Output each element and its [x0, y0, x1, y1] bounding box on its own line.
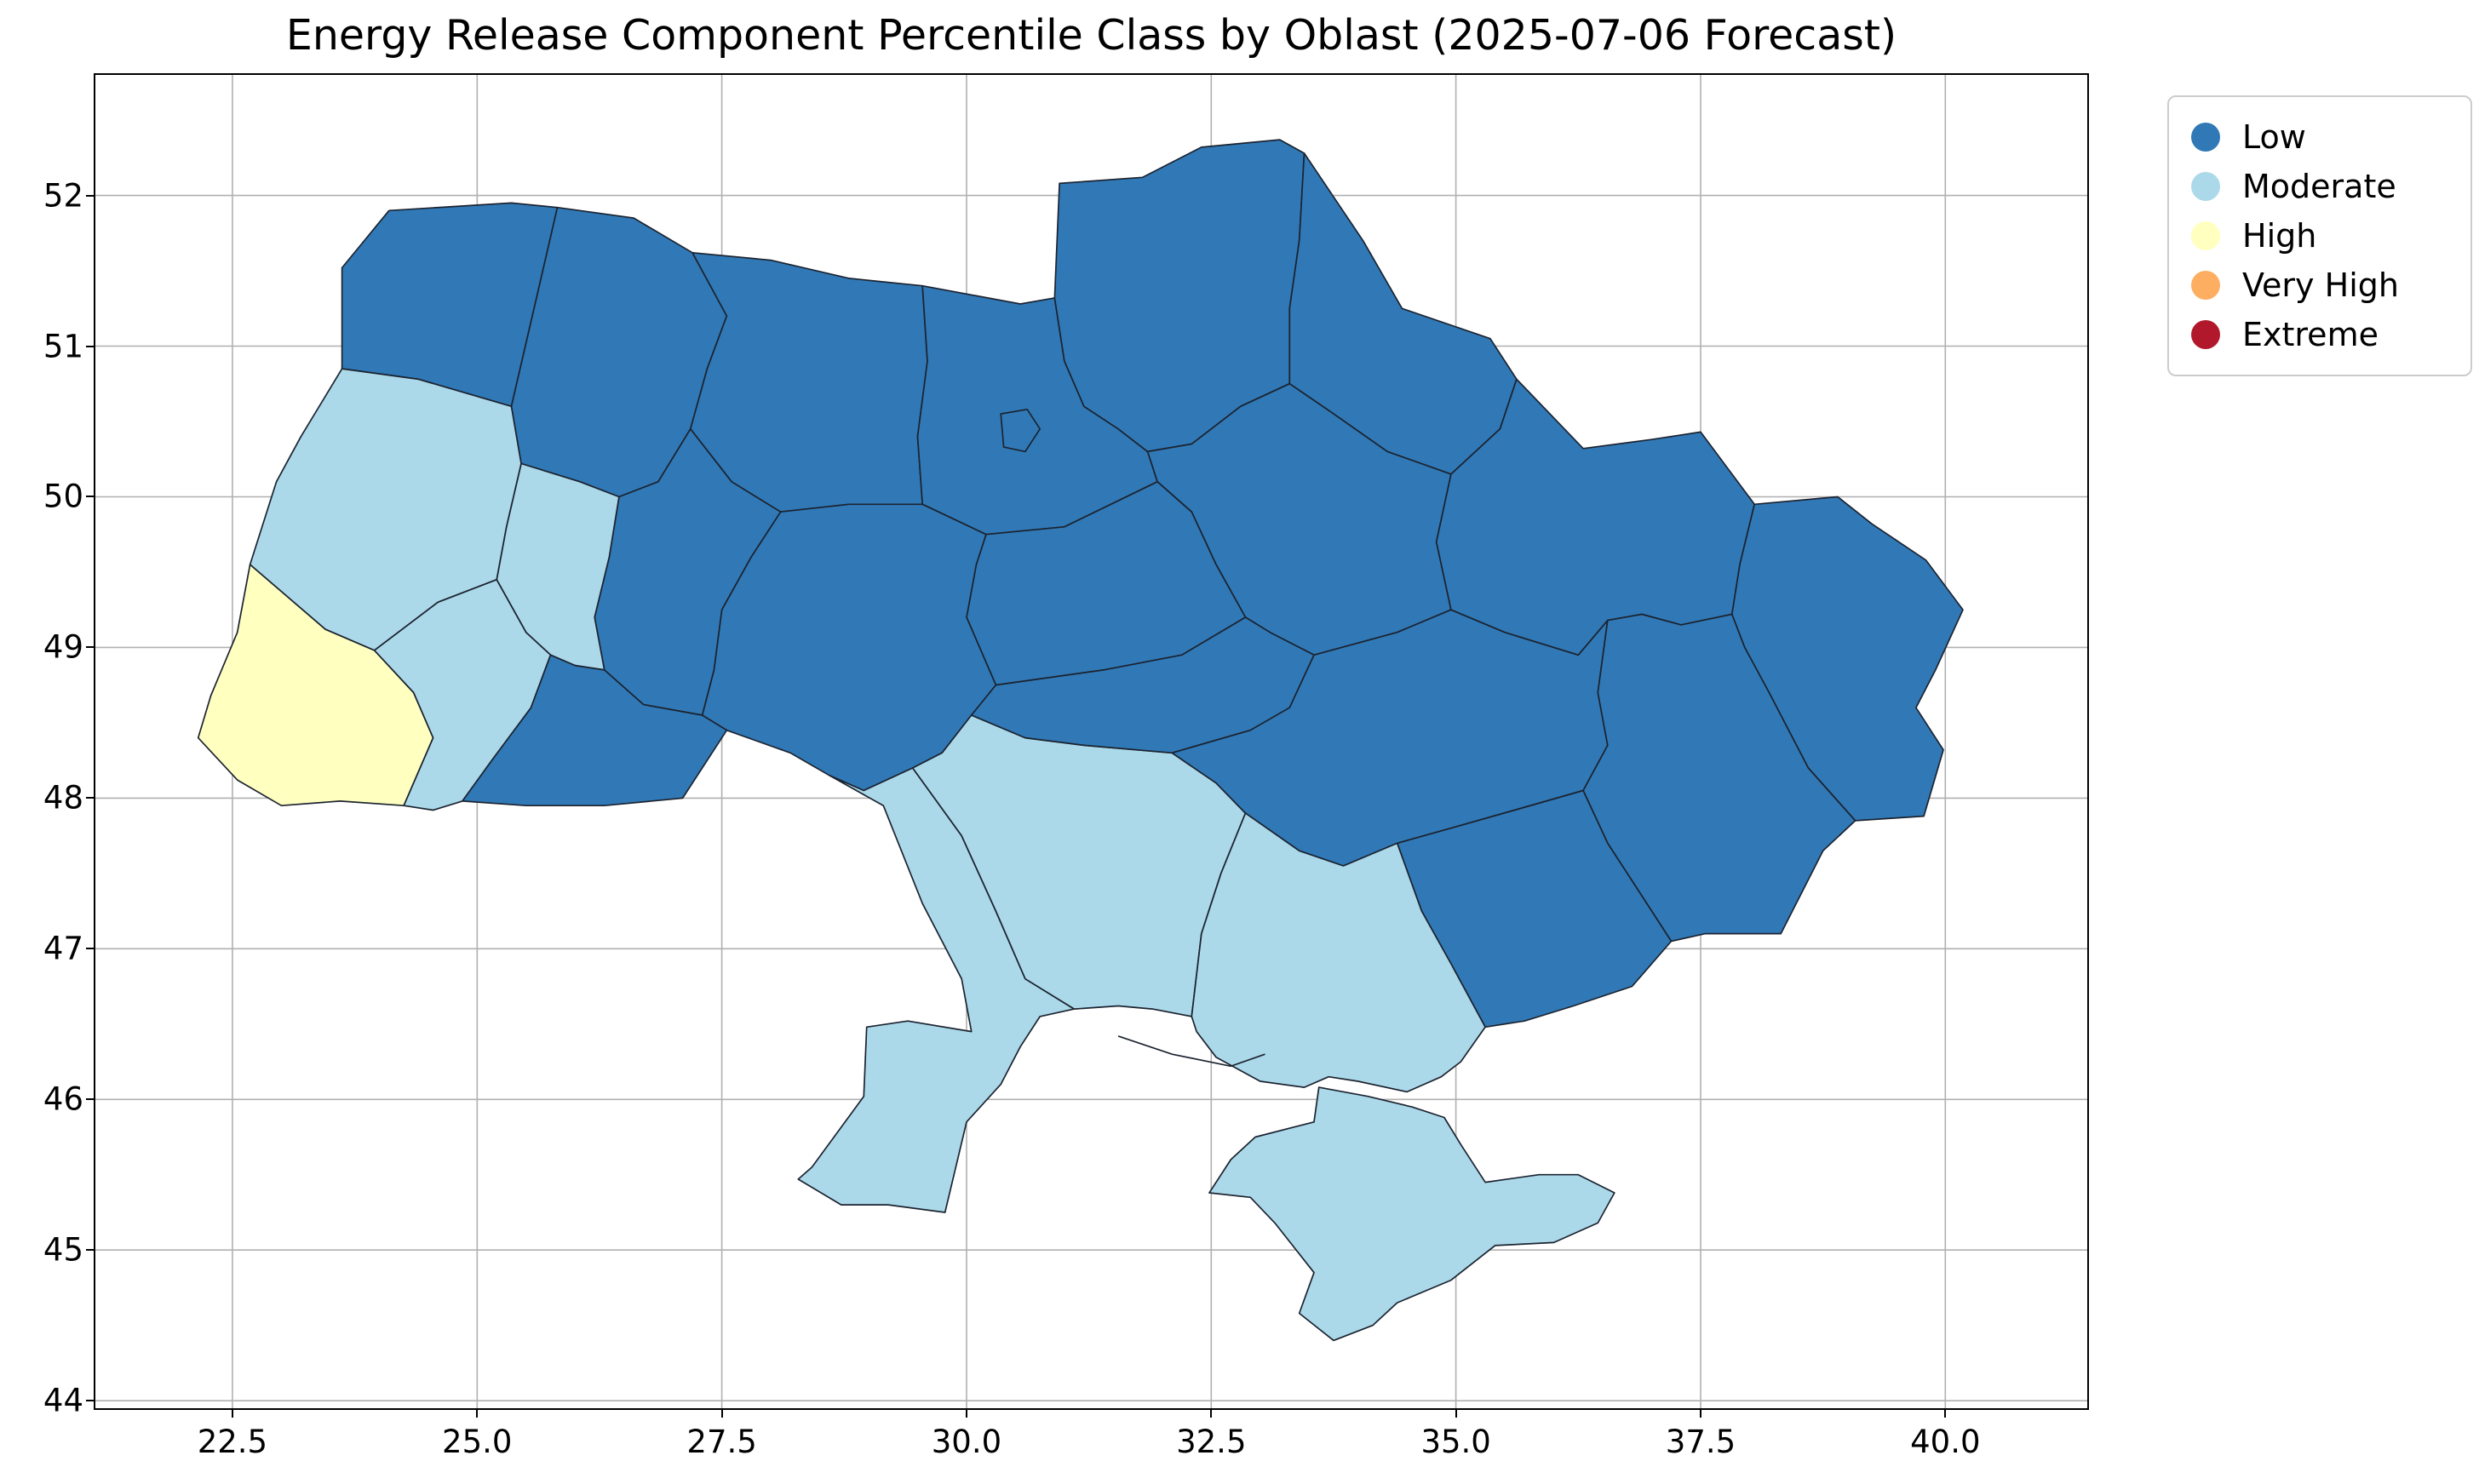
region-crimea — [1208, 1086, 1615, 1342]
region-chernivtsi — [462, 654, 728, 807]
x-tick-mark — [231, 1408, 233, 1418]
x-tick-label: 27.5 — [686, 1424, 757, 1460]
legend-label-high: High — [2242, 217, 2317, 255]
legend-marker-extreme-icon — [2191, 320, 2220, 349]
plot-area — [95, 75, 2087, 1408]
region-zhytomyr — [689, 251, 928, 513]
y-tick-mark — [86, 1400, 95, 1402]
legend-entry-low: Low — [2191, 112, 2448, 162]
y-tick-mark — [86, 646, 95, 649]
y-tick-label: 44 — [43, 1382, 83, 1419]
x-tick-label: 40.0 — [1910, 1424, 1981, 1460]
y-tick-label: 51 — [43, 328, 83, 364]
legend-entry-very-high: Very High — [2191, 261, 2448, 310]
tendra-spit-coastline — [1117, 1035, 1265, 1068]
ukraine-map — [95, 75, 2087, 1408]
x-tick-mark — [476, 1408, 479, 1418]
region-zakarpattia — [197, 564, 434, 807]
legend-label-moderate: Moderate — [2242, 168, 2396, 205]
x-tick-label: 25.0 — [442, 1424, 513, 1460]
legend-entry-extreme: Extreme — [2191, 310, 2448, 359]
y-tick-mark — [86, 1098, 95, 1101]
y-tick-mark — [86, 797, 95, 799]
legend-label-extreme: Extreme — [2242, 316, 2379, 353]
x-tick-label: 30.0 — [931, 1424, 1002, 1460]
y-tick-label: 50 — [43, 478, 83, 515]
region-kyiv-city — [1000, 408, 1042, 453]
x-tick-label: 35.0 — [1420, 1424, 1491, 1460]
chart-title: Energy Release Component Percentile Clas… — [285, 11, 1897, 60]
legend: Low Moderate High Very High Extreme — [2167, 95, 2472, 376]
legend-marker-high-icon — [2191, 221, 2220, 250]
legend-entry-high: High — [2191, 211, 2448, 261]
x-tick-mark — [965, 1408, 967, 1418]
x-tick-mark — [720, 1408, 723, 1418]
legend-label-low: Low — [2242, 118, 2306, 156]
region-kherson — [1191, 812, 1486, 1093]
x-tick-mark — [1210, 1408, 1213, 1418]
legend-marker-very-high-icon — [2191, 271, 2220, 300]
y-tick-mark — [86, 194, 95, 197]
y-tick-mark — [86, 345, 95, 347]
y-tick-label: 49 — [43, 628, 83, 666]
x-tick-mark — [1699, 1408, 1701, 1418]
y-tick-mark — [86, 948, 95, 950]
y-tick-mark — [86, 1249, 95, 1252]
y-tick-label: 46 — [43, 1080, 83, 1118]
x-tick-label: 32.5 — [1176, 1424, 1247, 1460]
y-tick-label: 45 — [43, 1231, 83, 1269]
y-tick-label: 47 — [43, 930, 83, 967]
y-tick-mark — [86, 496, 95, 498]
x-tick-label: 22.5 — [197, 1424, 268, 1460]
legend-label-very-high: Very High — [2242, 266, 2399, 304]
x-tick-mark — [1455, 1408, 1457, 1418]
y-tick-label: 48 — [43, 779, 83, 816]
y-tick-label: 52 — [43, 177, 83, 215]
legend-marker-moderate-icon — [2191, 172, 2220, 201]
legend-entry-moderate: Moderate — [2191, 162, 2448, 211]
x-tick-mark — [1944, 1408, 1947, 1418]
legend-marker-low-icon — [2191, 123, 2220, 152]
x-tick-label: 37.5 — [1665, 1424, 1736, 1460]
